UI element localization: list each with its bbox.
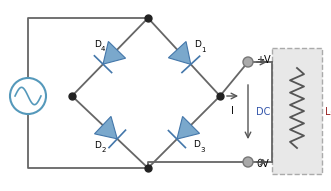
- Polygon shape: [103, 41, 125, 64]
- Text: Load: Load: [325, 107, 331, 117]
- Text: 3: 3: [201, 147, 205, 153]
- Bar: [272, 48, 322, 174]
- Text: D: D: [94, 141, 101, 150]
- Text: 0V: 0V: [256, 159, 269, 169]
- Text: DC: DC: [256, 107, 270, 117]
- Text: D: D: [194, 40, 201, 49]
- Text: I: I: [231, 106, 234, 116]
- Text: D: D: [94, 40, 101, 49]
- Text: 2: 2: [101, 147, 106, 153]
- Polygon shape: [177, 117, 200, 139]
- Polygon shape: [94, 116, 117, 139]
- Text: 4: 4: [101, 46, 105, 53]
- Circle shape: [243, 157, 253, 167]
- Polygon shape: [168, 41, 191, 64]
- Text: 1: 1: [201, 47, 206, 53]
- Circle shape: [243, 57, 253, 67]
- Text: +V: +V: [256, 55, 271, 65]
- Text: D: D: [193, 140, 200, 149]
